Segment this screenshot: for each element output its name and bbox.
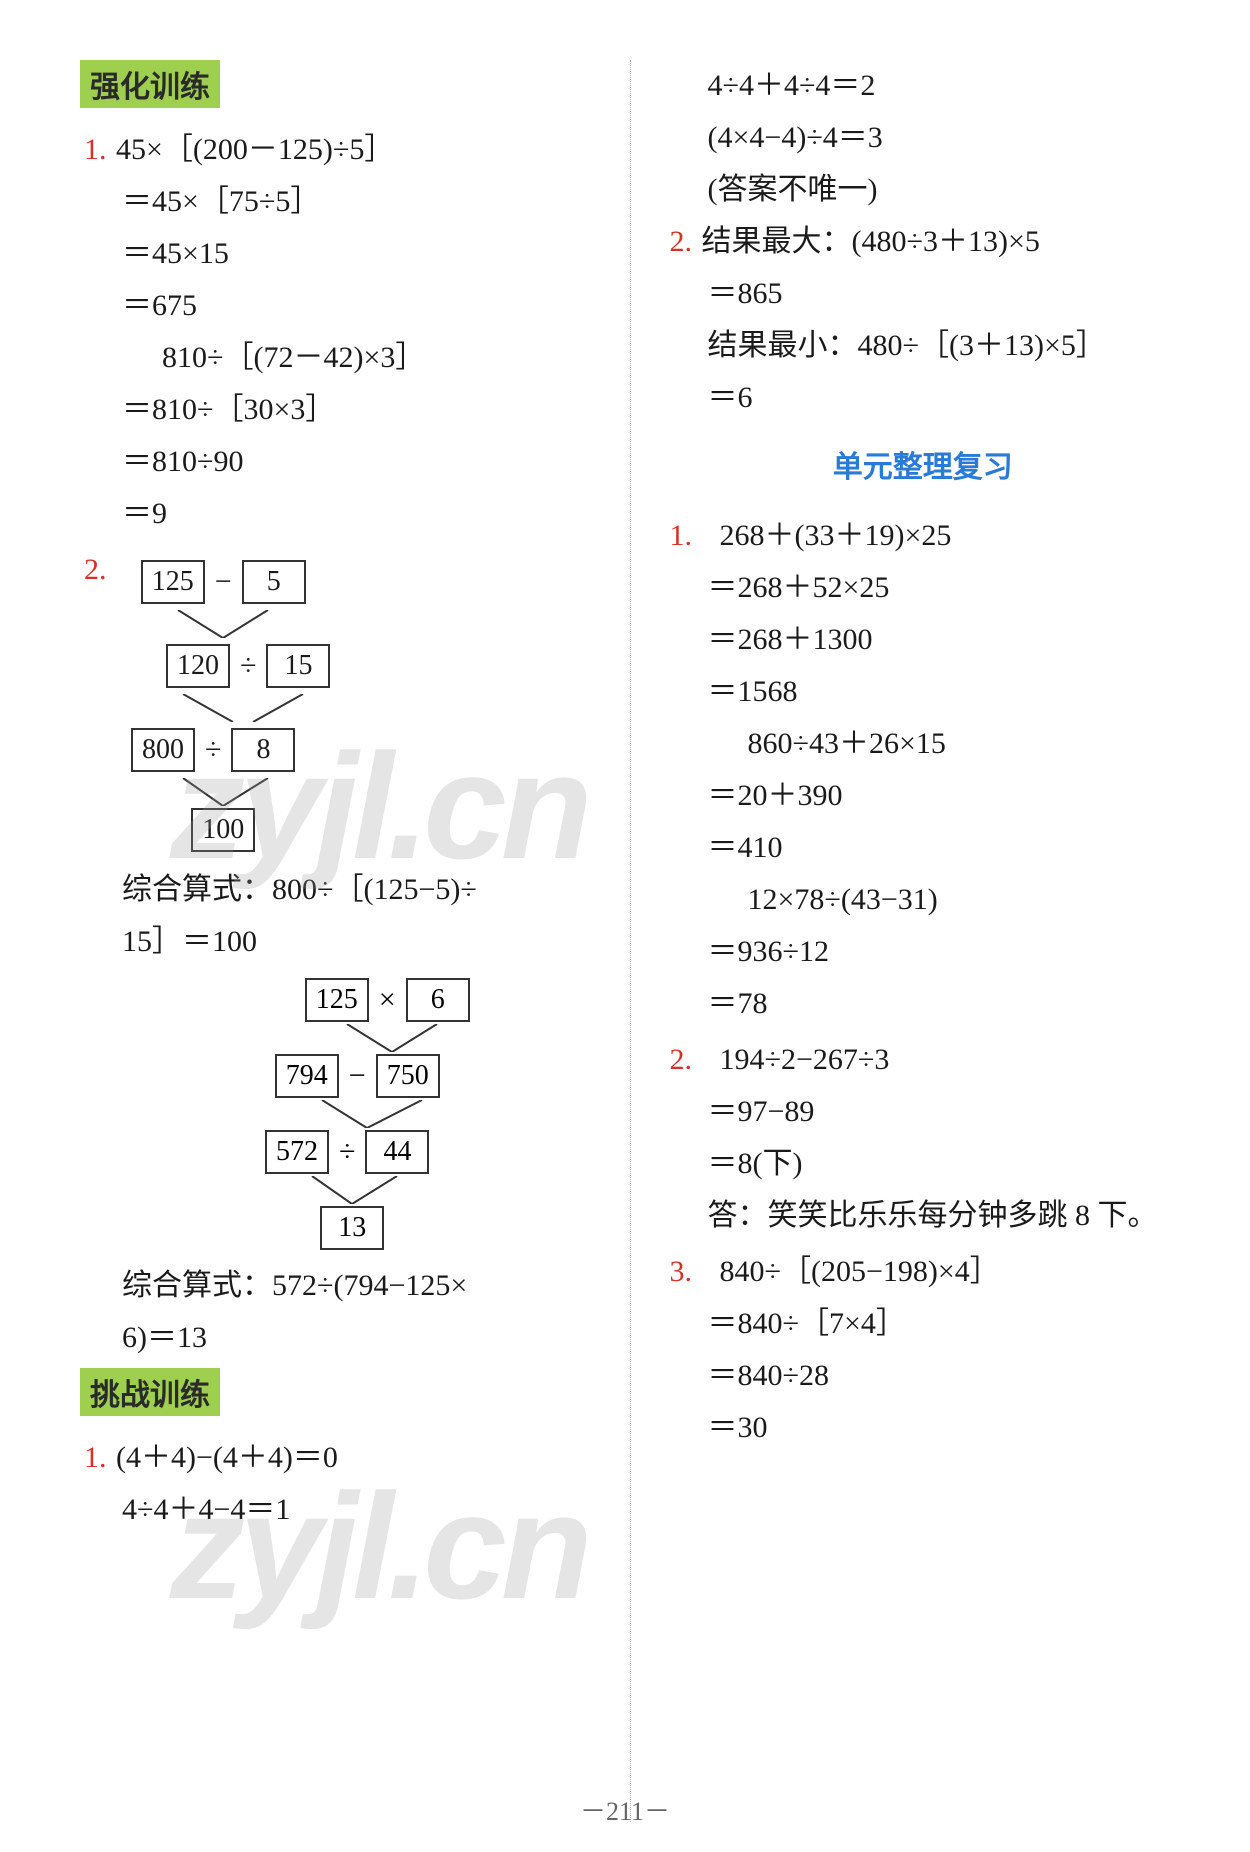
q2-num: 2.	[84, 544, 116, 596]
u1b-l0: 860÷43＋26×15	[670, 718, 1181, 770]
u1b-l1: ＝20＋390	[670, 770, 1181, 822]
r2-l1: ＝865	[670, 268, 1181, 320]
q1b-l3: ＝9	[84, 488, 595, 540]
d1-b5: 800	[131, 728, 195, 772]
u3-l1: ＝840÷［7×4］	[670, 1298, 1181, 1350]
d2-o2: −	[345, 1059, 370, 1093]
u2-l3: 答：笑笑比乐乐每分钟多跳 8 下。	[670, 1190, 1181, 1242]
left-q1: 1.45×［(200－125)÷5］ ＝45×［75÷5］ ＝45×15 ＝67…	[80, 124, 595, 540]
d2-b6: 44	[365, 1130, 429, 1174]
unit-title: 单元整理复习	[666, 442, 1181, 486]
q1a-l1: ＝45×［75÷5］	[84, 176, 595, 228]
q2-eq1b: 15］＝100	[84, 916, 595, 968]
page-number: －211－	[0, 1791, 1250, 1828]
diagram-2: 125 × 6 794 − 750 572 ÷ 44 13	[180, 978, 595, 1250]
r2-num: 2.	[670, 216, 702, 268]
d2-b4: 750	[376, 1054, 440, 1098]
right-column: 4÷4＋4÷4＝2 (4×4−4)÷4＝3 (答案不唯一) 2.结果最大：(48…	[630, 60, 1201, 1822]
left-q2: 2. 125 − 5 120 ÷ 15 800	[80, 544, 595, 1364]
d1-b3: 120	[166, 644, 230, 688]
u3-l0: 840÷［(205−198)×4］	[702, 1255, 1000, 1288]
q2-eq2a: 综合算式：572÷(794−125×	[84, 1260, 595, 1312]
u1-num: 1.	[670, 510, 702, 562]
d1-b4: 15	[266, 644, 330, 688]
section-strength: 强化训练	[80, 60, 220, 108]
r2-l2: 结果最小：480÷［(3＋13)×5］	[670, 320, 1181, 372]
u3-l2: ＝840÷28	[670, 1350, 1181, 1402]
right-q2: 2.结果最大：(480÷3＋13)×5 ＝865 结果最小：480÷［(3＋13…	[666, 216, 1181, 424]
r2-l3: ＝6	[670, 372, 1181, 424]
d1-b6: 8	[231, 728, 295, 772]
d1-o3: ÷	[201, 724, 225, 776]
u2-l0: 194÷2−267÷3	[702, 1043, 890, 1076]
u1c-l1: ＝936÷12	[670, 926, 1181, 978]
d2-b2: 6	[406, 978, 470, 1022]
q2-eq2b: 6)＝13	[84, 1312, 595, 1364]
d1-b2: 5	[242, 560, 306, 604]
c1-num: 1.	[84, 1432, 116, 1484]
q1a-l0: 45×［(200－125)÷5］	[116, 133, 394, 166]
q1a-l2: ＝45×15	[84, 228, 595, 280]
d2-b3: 794	[275, 1054, 339, 1098]
u1c-l0: 12×78÷(43−31)	[670, 874, 1181, 926]
section-challenge: 挑战训练	[80, 1368, 220, 1416]
u1a-l0: 268＋(33＋19)×25	[702, 519, 952, 552]
q1a-l3: ＝675	[84, 280, 595, 332]
unit-q2: 2.194÷2−267÷3 ＝97−89 ＝8(下) 答：笑笑比乐乐每分钟多跳 …	[666, 1034, 1181, 1242]
page: 强化训练 1.45×［(200－125)÷5］ ＝45×［75÷5］ ＝45×1…	[60, 60, 1200, 1822]
d2-o1: ×	[375, 983, 400, 1017]
u1b-l2: ＝410	[670, 822, 1181, 874]
unit-q3: 3.840÷［(205−198)×4］ ＝840÷［7×4］ ＝840÷28 ＝…	[666, 1246, 1181, 1454]
u2-num: 2.	[670, 1034, 702, 1086]
u3-l3: ＝30	[670, 1402, 1181, 1454]
r2-l0: 结果最大：(480÷3＋13)×5	[702, 225, 1040, 258]
u1a-l3: ＝1568	[670, 666, 1181, 718]
diagram-1: 125 − 5 120 ÷ 15 800 ÷ 8	[116, 554, 330, 854]
d2-b5: 572	[265, 1130, 329, 1174]
q2-eq1a: 综合算式：800÷［(125−5)÷	[84, 864, 595, 916]
left-column: 强化训练 1.45×［(200－125)÷5］ ＝45×［75÷5］ ＝45×1…	[60, 60, 630, 1822]
d2-b7: 13	[320, 1206, 384, 1250]
rc-2: (答案不唯一)	[670, 164, 1181, 216]
u1a-l1: ＝268＋52×25	[670, 562, 1181, 614]
q1b-l1: ＝810÷［30×3］	[84, 384, 595, 436]
u2-l1: ＝97−89	[670, 1086, 1181, 1138]
d2-o3: ÷	[335, 1135, 359, 1169]
challenge-q1: 1.(4＋4)−(4＋4)＝0 4÷4＋4−4＝1	[80, 1432, 595, 1536]
c1-l1: 4÷4＋4−4＝1	[84, 1484, 595, 1536]
c1-l0: (4＋4)−(4＋4)＝0	[116, 1441, 338, 1474]
d1-o1: −	[211, 556, 236, 608]
u2-l2: ＝8(下)	[670, 1138, 1181, 1190]
u1c-l2: ＝78	[670, 978, 1181, 1030]
q1-num: 1.	[84, 124, 116, 176]
q1b-l0: 810÷［(72－42)×3］	[84, 332, 595, 384]
d2-b1: 125	[305, 978, 369, 1022]
u3-num: 3.	[670, 1246, 702, 1298]
d1-b7: 100	[191, 808, 255, 852]
unit-q1: 1.268＋(33＋19)×25 ＝268＋52×25 ＝268＋1300 ＝1…	[666, 510, 1181, 1030]
d1-o2: ÷	[236, 640, 260, 692]
rc-1: (4×4−4)÷4＝3	[670, 112, 1181, 164]
u1a-l2: ＝268＋1300	[670, 614, 1181, 666]
d1-b1: 125	[141, 560, 205, 604]
q1b-l2: ＝810÷90	[84, 436, 595, 488]
rc-0: 4÷4＋4÷4＝2	[670, 60, 1181, 112]
